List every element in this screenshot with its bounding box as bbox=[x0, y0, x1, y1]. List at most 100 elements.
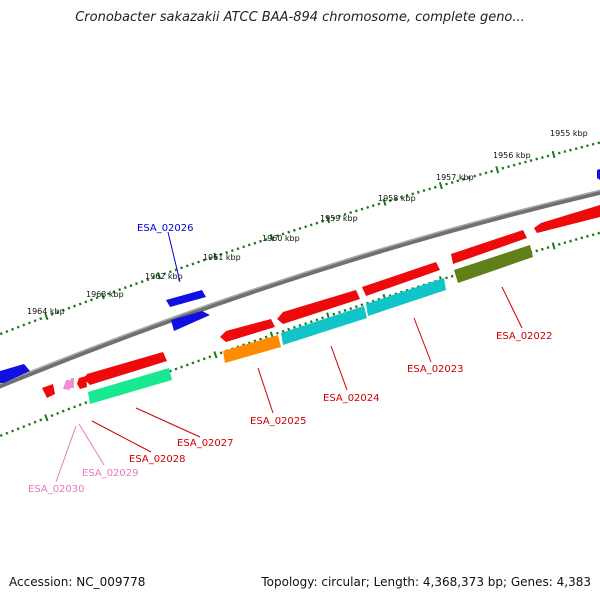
minor-tick bbox=[490, 169, 494, 173]
gene-arrow-blue[interactable] bbox=[166, 290, 206, 307]
minor-tick bbox=[236, 247, 240, 251]
gene-arrow-red[interactable] bbox=[451, 230, 527, 264]
gene-arrow-red[interactable] bbox=[362, 262, 440, 296]
minor-tick bbox=[95, 296, 99, 300]
gene-arrow-olive[interactable] bbox=[454, 245, 533, 283]
minor-tick bbox=[185, 363, 189, 367]
minor-tick bbox=[276, 234, 279, 238]
minor-tick bbox=[422, 189, 426, 192]
minor-tick bbox=[56, 310, 60, 314]
minor-tick bbox=[535, 157, 539, 161]
minor-tick bbox=[569, 148, 572, 152]
minor-tick bbox=[332, 216, 336, 220]
minor-tick bbox=[343, 212, 347, 216]
gene-arrow-cyan[interactable] bbox=[281, 306, 367, 345]
minor-tick bbox=[168, 369, 172, 373]
minor-tick bbox=[78, 302, 82, 306]
minor-tick bbox=[512, 163, 516, 167]
minor-tick bbox=[292, 228, 296, 232]
topology-summary-text: Topology: circular; Length: 4,368,373 bp… bbox=[261, 575, 591, 589]
gene-label-esa-02027[interactable]: ESA_02027 bbox=[177, 438, 234, 449]
gene-arrow-blue[interactable] bbox=[597, 169, 600, 180]
gene-label-esa-02025[interactable]: ESA_02025 bbox=[250, 416, 307, 427]
minor-tick bbox=[518, 162, 522, 165]
major-tick bbox=[438, 182, 443, 190]
minor-tick bbox=[360, 303, 364, 307]
minor-tick bbox=[174, 367, 178, 371]
minor-tick bbox=[50, 312, 54, 316]
kbp-label: 1962 kbp bbox=[145, 272, 183, 281]
minor-tick bbox=[5, 431, 9, 435]
gene-arrow-red[interactable] bbox=[42, 384, 55, 398]
minor-tick bbox=[219, 252, 223, 256]
gene-arrow-cyan[interactable] bbox=[366, 278, 446, 316]
minor-tick bbox=[89, 298, 93, 302]
gene-arrow-red[interactable] bbox=[84, 352, 167, 385]
minor-tick bbox=[321, 316, 324, 320]
gene-label-esa-02029[interactable]: ESA_02029 bbox=[82, 468, 139, 479]
gene-arrow-pink[interactable] bbox=[68, 378, 74, 388]
minor-tick bbox=[202, 258, 206, 262]
minor-tick bbox=[478, 172, 482, 176]
minor-tick bbox=[580, 236, 584, 240]
minor-tick bbox=[371, 204, 375, 208]
major-tick bbox=[44, 414, 49, 422]
minor-tick bbox=[197, 359, 201, 363]
minor-tick bbox=[208, 355, 212, 359]
gene-arrow-red[interactable] bbox=[77, 376, 87, 389]
minor-tick bbox=[27, 321, 31, 325]
minor-tick bbox=[39, 418, 43, 422]
kbp-label: 1956 kbp bbox=[493, 151, 531, 160]
minor-tick bbox=[416, 190, 420, 194]
gene-label-esa-02023[interactable]: ESA_02023 bbox=[407, 364, 464, 375]
minor-tick bbox=[456, 179, 460, 183]
minor-tick bbox=[462, 177, 465, 181]
gene-label-esa-02022[interactable]: ESA_02022 bbox=[496, 331, 553, 342]
minor-tick bbox=[140, 280, 144, 284]
gene-arrow-red[interactable] bbox=[534, 205, 600, 233]
minor-tick bbox=[67, 407, 71, 411]
gene-arrow-blue[interactable] bbox=[171, 311, 210, 331]
minor-tick bbox=[467, 176, 471, 180]
gene-label-esa-02028[interactable]: ESA_02028 bbox=[129, 454, 186, 465]
leader-line bbox=[501, 286, 523, 329]
minor-tick bbox=[230, 249, 234, 253]
minor-tick bbox=[61, 308, 65, 312]
gene-label-esa-02026[interactable]: ESA_02026 bbox=[137, 223, 194, 234]
minor-tick bbox=[433, 185, 437, 189]
gene-label-group: ESA_02026 ESA_02022 ESA_02023 ESA_02024 … bbox=[28, 223, 553, 495]
kbp-label: 1959 kbp bbox=[320, 214, 358, 223]
major-tick bbox=[156, 272, 162, 280]
gene-arrow-red[interactable] bbox=[220, 319, 275, 342]
minor-tick bbox=[56, 411, 60, 415]
minor-tick bbox=[535, 249, 539, 253]
minor-tick bbox=[586, 144, 589, 148]
minor-tick bbox=[315, 318, 319, 322]
minor-tick bbox=[84, 401, 88, 405]
minor-tick bbox=[377, 202, 381, 206]
gene-arrow-spring[interactable] bbox=[88, 368, 172, 404]
leader-line bbox=[167, 231, 181, 283]
minor-tick bbox=[304, 322, 308, 326]
minor-tick bbox=[338, 310, 341, 314]
minor-tick bbox=[591, 142, 595, 146]
gene-arrow-red[interactable] bbox=[277, 290, 360, 324]
minor-tick bbox=[540, 247, 544, 251]
minor-tick bbox=[191, 361, 195, 365]
minor-tick bbox=[180, 365, 184, 369]
minor-tick bbox=[574, 238, 578, 241]
minor-tick bbox=[253, 241, 257, 245]
feature-group[interactable] bbox=[0, 169, 600, 404]
leader-line bbox=[330, 345, 348, 391]
minor-tick bbox=[281, 232, 285, 236]
gene-label-esa-02024[interactable]: ESA_02024 bbox=[323, 393, 380, 404]
kbp-label: 1960 kbp bbox=[262, 234, 300, 243]
gene-arrow-blue[interactable] bbox=[0, 364, 30, 383]
chromosome-backbone-highlight bbox=[0, 189, 600, 385]
minor-tick bbox=[287, 327, 291, 331]
gene-label-esa-02030[interactable]: ESA_02030 bbox=[28, 484, 85, 495]
minor-tick bbox=[445, 182, 448, 186]
major-tick bbox=[100, 292, 105, 300]
gene-arrow-orange[interactable] bbox=[223, 335, 281, 363]
